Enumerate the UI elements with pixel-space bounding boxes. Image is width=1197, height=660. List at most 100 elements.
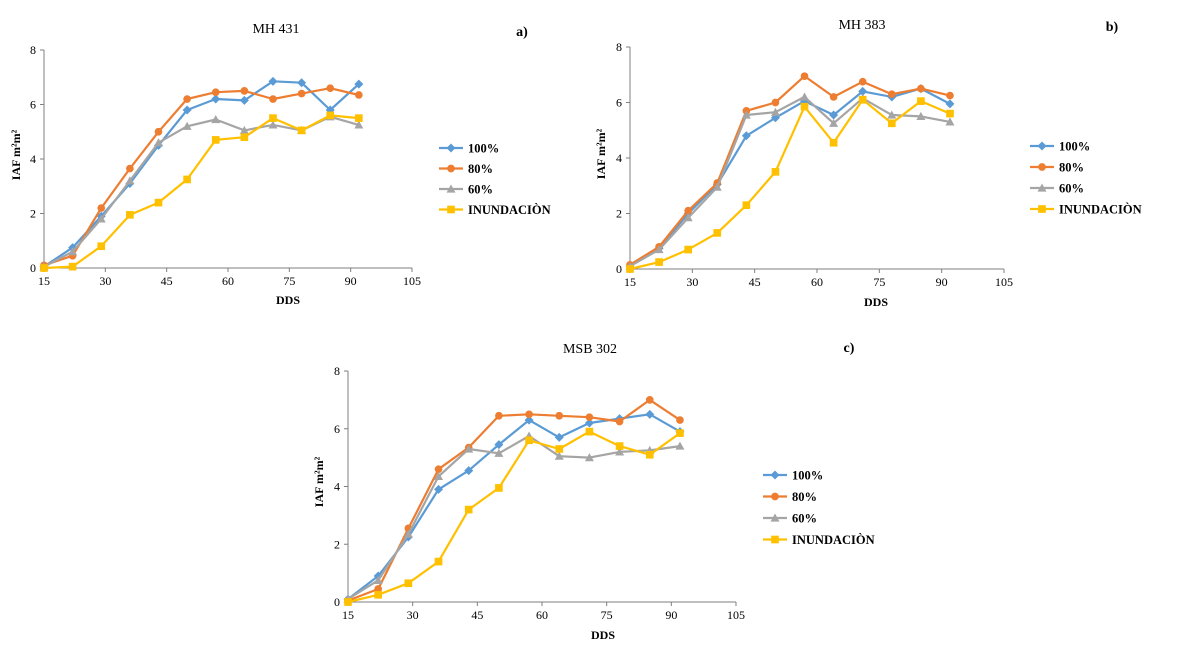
- data-point: [770, 513, 780, 522]
- data-point: [712, 182, 722, 191]
- data-point: [326, 111, 335, 120]
- data-point: [945, 117, 955, 126]
- legend: 100% 80% 60% INUNDACIÒN: [763, 469, 875, 547]
- data-point: [183, 175, 191, 184]
- series-2: [344, 396, 684, 605]
- series-2: [40, 84, 363, 270]
- series-3: [625, 92, 955, 270]
- data-point: [464, 505, 473, 514]
- data-point: [211, 114, 221, 124]
- data-point: [676, 416, 684, 424]
- y-axis-label: IAF m²m²: [594, 128, 608, 179]
- x-tick-label: 45: [471, 608, 483, 622]
- series-line: [43, 80, 360, 268]
- data-point: [615, 447, 625, 456]
- data-point: [434, 471, 444, 480]
- x-tick-label: 105: [727, 608, 745, 622]
- series-4: [40, 111, 363, 272]
- x-tick-label: 90: [345, 274, 357, 288]
- data-point: [154, 198, 163, 207]
- legend-item: INUNDACIÒN: [763, 533, 875, 547]
- y-tick-label: 6: [616, 96, 622, 110]
- data-point: [326, 84, 335, 92]
- data-point: [297, 78, 307, 88]
- legend-item: INUNDACIÒN: [439, 203, 551, 217]
- chart-title: MSB 302: [563, 342, 617, 357]
- y-tick-label: 8: [616, 40, 622, 54]
- y-tick-label: 6: [334, 422, 340, 436]
- data-point: [297, 89, 306, 98]
- data-point: [404, 579, 413, 588]
- data-point: [239, 125, 249, 134]
- legend-label: 80%: [792, 490, 817, 504]
- data-point: [917, 84, 925, 93]
- y-tick-label: 8: [30, 43, 36, 57]
- data-point: [771, 535, 779, 544]
- data-point: [741, 131, 751, 141]
- data-point: [800, 102, 809, 111]
- legend-label: 60%: [1059, 182, 1084, 196]
- x-tick-label: 30: [686, 275, 698, 289]
- series-2: [626, 72, 954, 269]
- legend-item: INUNDACIÒN: [1030, 203, 1142, 217]
- data-point: [297, 126, 306, 135]
- data-point: [354, 79, 364, 89]
- data-point: [1037, 141, 1047, 151]
- data-point: [240, 87, 249, 95]
- data-point: [97, 204, 106, 212]
- x-tick-label: 90: [665, 608, 677, 622]
- data-point: [887, 90, 896, 99]
- data-point: [126, 211, 134, 219]
- data-point: [446, 143, 456, 153]
- data-point: [182, 105, 192, 115]
- series-line: [347, 413, 681, 600]
- x-tick-label: 60: [811, 275, 823, 289]
- legend-label: 100%: [1059, 140, 1090, 154]
- data-point: [800, 92, 810, 101]
- data-point: [268, 76, 278, 86]
- data-point: [125, 176, 135, 185]
- legend-item: 80%: [763, 490, 817, 504]
- data-point: [645, 396, 654, 404]
- data-point: [446, 184, 456, 193]
- data-point: [626, 265, 634, 273]
- legend-item: 60%: [763, 512, 817, 526]
- chart-3: MSB 302 c) 0 2 4 6 8 15 30 45 60 75 90 105 DDS IAF m²m²…: [312, 341, 875, 642]
- legend-item: 60%: [1030, 182, 1084, 196]
- panel-label: a): [516, 25, 528, 40]
- legend-label: 60%: [792, 512, 817, 526]
- panel-label: b): [1106, 20, 1119, 35]
- data-point: [355, 114, 363, 122]
- data-point: [1038, 205, 1046, 213]
- x-tick-label: 75: [873, 275, 885, 289]
- data-point: [153, 138, 163, 147]
- data-point: [555, 445, 564, 453]
- data-point: [683, 213, 693, 222]
- y-tick-label: 2: [30, 207, 36, 221]
- series-line: [43, 115, 360, 268]
- data-point: [447, 164, 455, 173]
- data-point: [269, 114, 277, 122]
- data-point: [858, 77, 867, 86]
- data-point: [494, 440, 504, 450]
- data-point: [447, 205, 455, 214]
- data-point: [211, 94, 221, 104]
- data-point: [684, 206, 693, 215]
- data-point: [464, 444, 474, 453]
- data-point: [211, 88, 220, 97]
- series-1: [343, 409, 685, 604]
- data-point: [771, 98, 780, 107]
- data-point: [770, 107, 780, 116]
- x-tick-label: 30: [99, 274, 111, 288]
- data-point: [800, 72, 809, 80]
- legend: 100% 80% 60% INUNDACIÒN: [1030, 140, 1142, 217]
- data-point: [355, 91, 363, 99]
- data-point: [525, 436, 533, 445]
- legend-label: INUNDACIÒN: [1059, 203, 1142, 217]
- x-tick-label: 15: [624, 275, 636, 289]
- y-tick-label: 4: [334, 480, 340, 494]
- series-line: [43, 114, 359, 270]
- data-point: [946, 91, 954, 100]
- series-line: [347, 434, 681, 601]
- data-point: [554, 432, 564, 442]
